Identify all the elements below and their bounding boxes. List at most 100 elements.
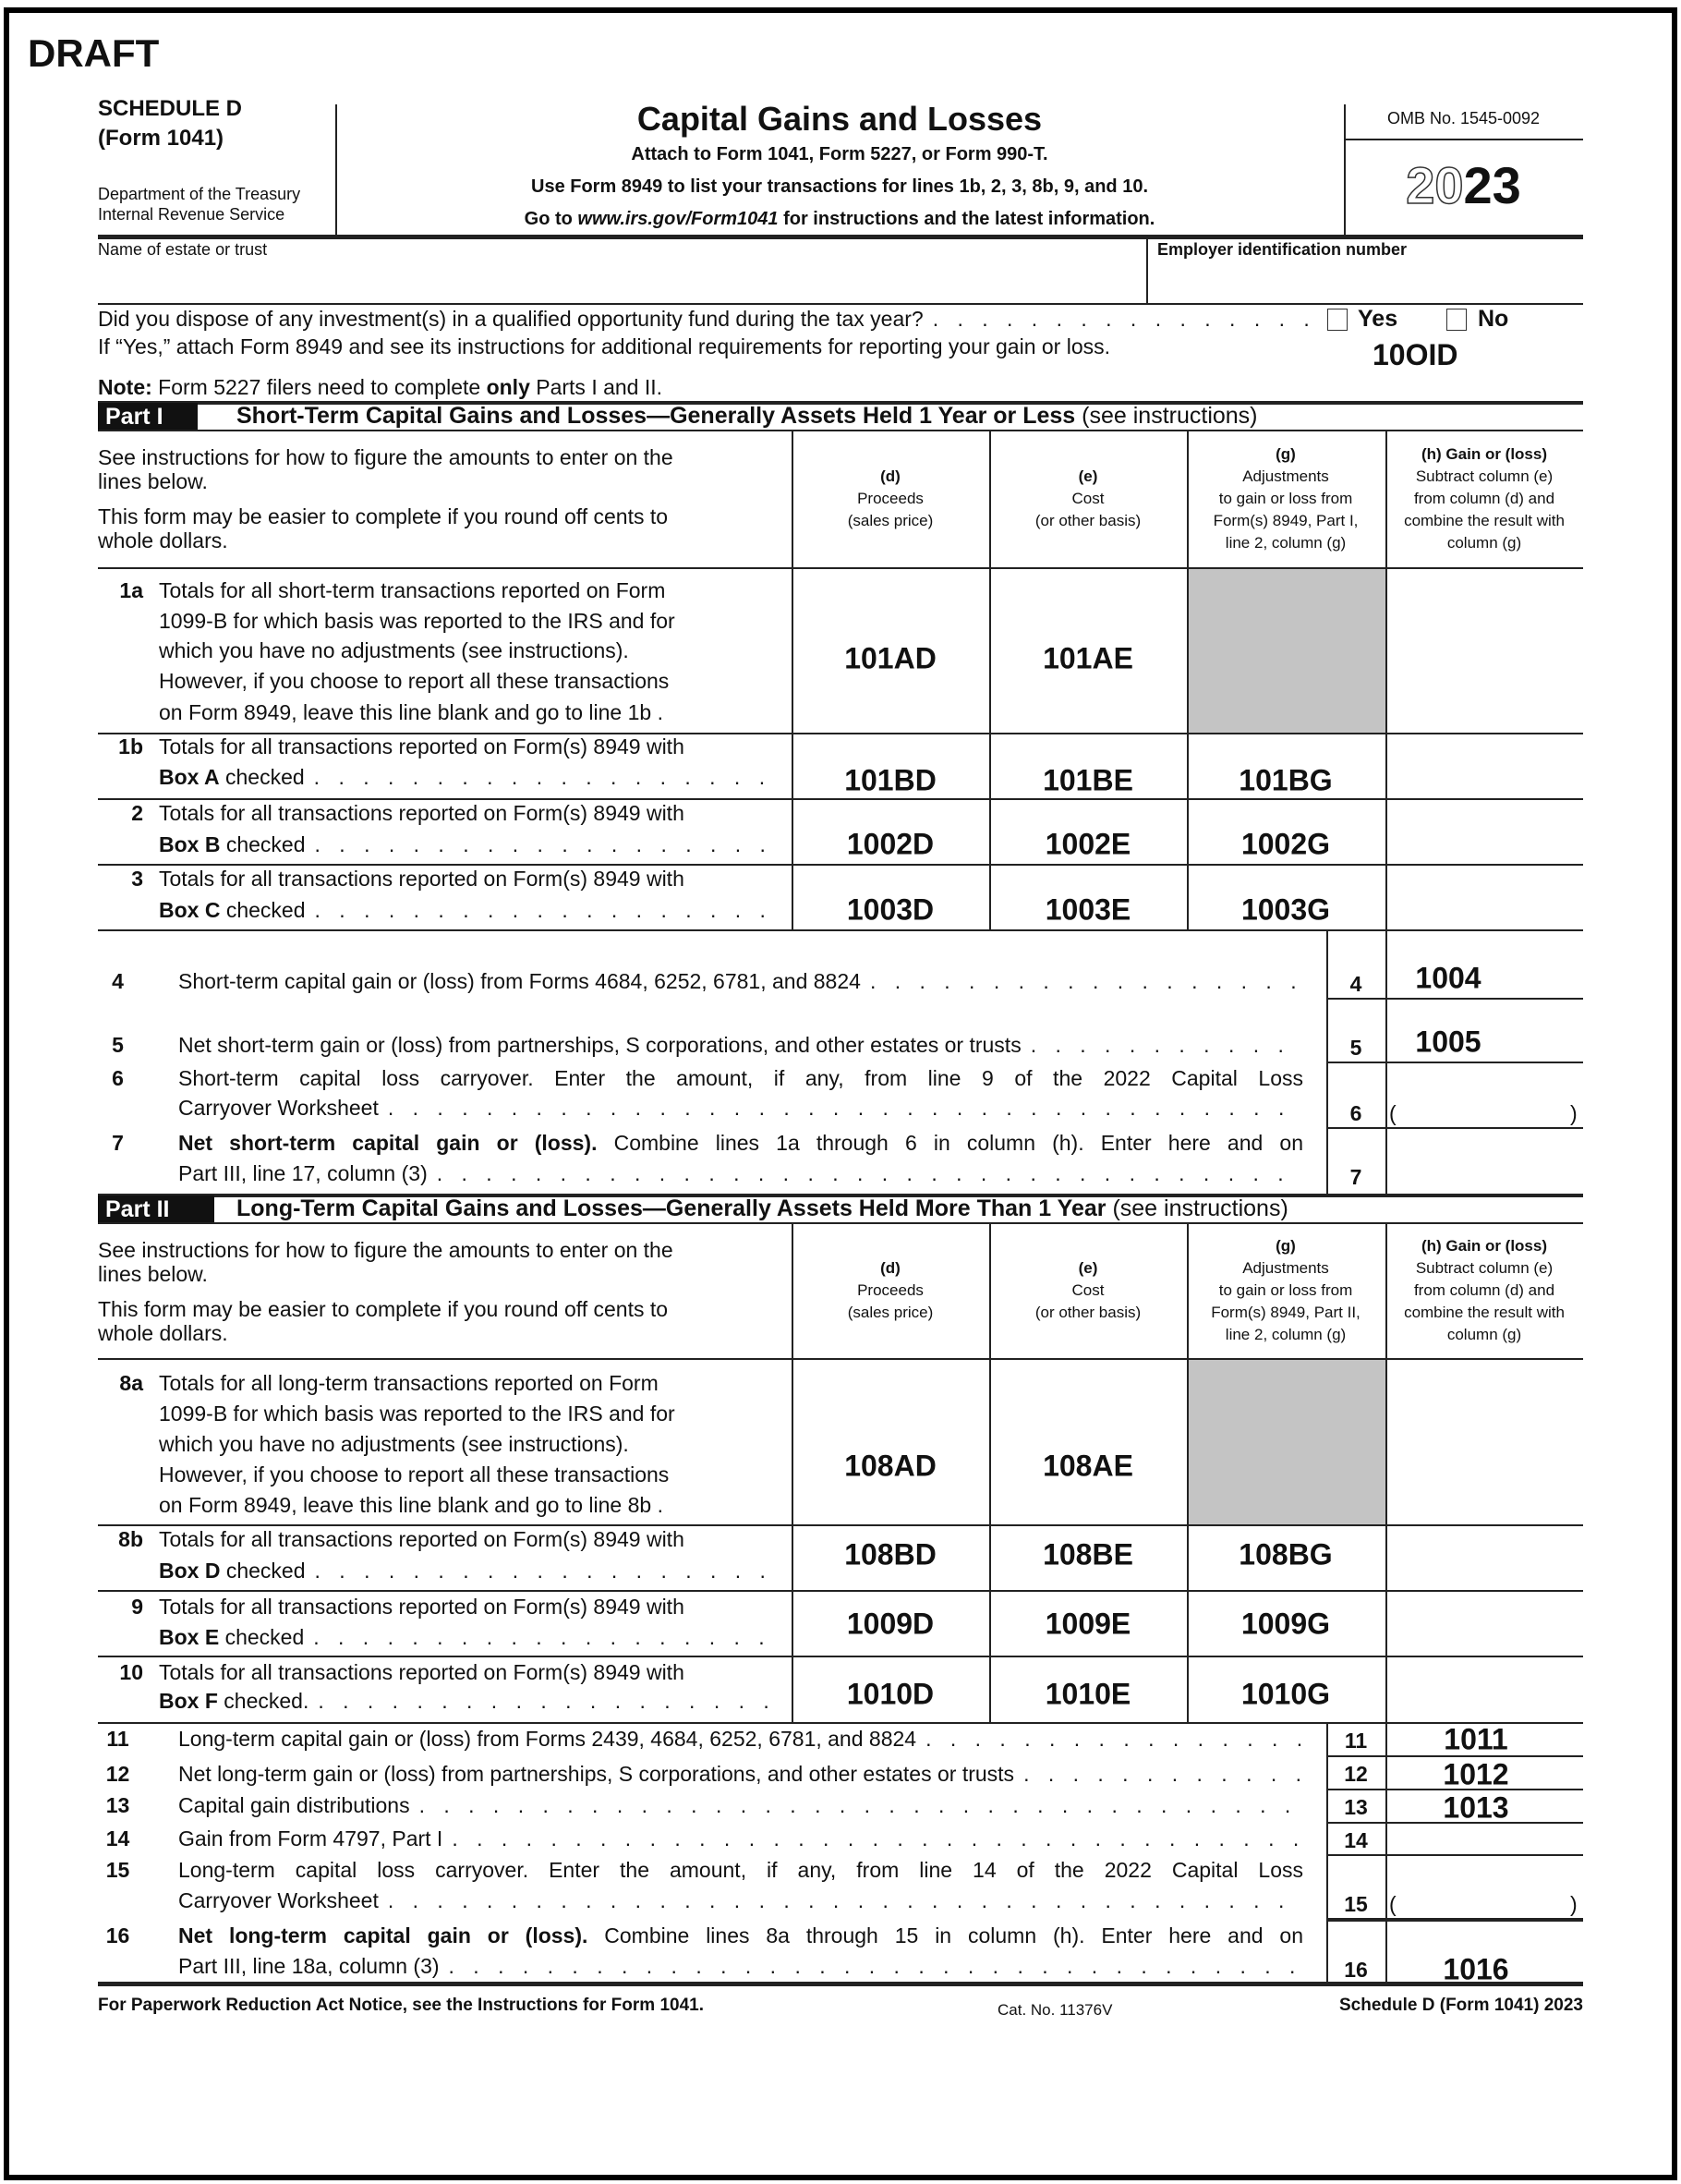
line-text: Box D checked [159,1558,780,1583]
subtitle-form8949: Use Form 8949 to list your transactions … [531,176,1148,197]
amount-h-field[interactable] [1385,864,1583,929]
amount-h-field[interactable] [1385,1524,1583,1590]
line-box-number: 11 [1344,1729,1368,1753]
amount-h-field[interactable] [1385,798,1583,864]
amount-d[interactable]: 1002D [846,827,935,861]
leader-dots [1014,1761,1303,1787]
part1-table-top [98,430,1583,431]
amount-e[interactable]: 1002E [1045,827,1131,861]
line-number: 14 [105,1826,130,1850]
header-divider [335,104,337,237]
amount-h-field[interactable] [1385,1358,1583,1524]
intro-line: whole dollars. [98,528,228,552]
column-desc: Subtract column (e) [1415,467,1554,485]
line-text: Box A checked [159,764,780,790]
amount-e[interactable]: 1009E [1045,1607,1131,1641]
amount-e[interactable]: 1010E [1045,1677,1131,1711]
line-text: However, if you choose to report all the… [159,668,780,694]
amount-column-divider [1385,1722,1387,1984]
leader-dots [306,897,780,923]
amount-d[interactable]: 1009D [846,1607,935,1641]
amount-d[interactable]: 108AD [844,1449,937,1483]
part1-title-text: Short-Term Capital Gains and Losses—Gene… [236,403,1076,429]
amount-d[interactable]: 1003D [846,892,935,927]
shaded-cell [1189,1360,1385,1524]
website-pre: Go to [524,209,578,229]
column-desc: (sales price) [847,511,934,529]
amount-e[interactable]: 1003E [1045,892,1131,927]
line-amount[interactable]: 1016 [1443,1952,1509,1986]
amount-e[interactable]: 101BE [1043,763,1133,797]
yes-checkbox[interactable] [1327,309,1348,331]
amount-g[interactable]: 101BG [1239,763,1333,797]
line-text-content: Short-term capital gain or (loss) from F… [178,968,861,994]
leader-dots [379,1095,1303,1121]
column-desc: line 2, column (g) [1225,1325,1347,1343]
line-box-number: 15 [1344,1892,1368,1916]
line-amount[interactable]: 1012 [1443,1757,1509,1791]
amount-h-field[interactable] [1385,1590,1583,1656]
amount-e[interactable]: 101AE [1043,641,1133,675]
line-amount-field[interactable] [1387,1826,1581,1853]
line-text-content: Gain from Form 4797, Part I [178,1826,442,1851]
line-amount-field[interactable] [1387,1098,1581,1126]
line-amount[interactable]: 1013 [1443,1790,1509,1825]
line-text: Long-term capital gain or (loss) from Fo… [178,1726,1303,1752]
amount-e[interactable]: 108BE [1043,1537,1133,1571]
website-link[interactable]: www.irs.gov/Form1041 [577,209,779,229]
line-text: Totals for all transactions reported on … [159,1594,780,1620]
line-text-regular: Long-term capital loss carryover. Enter … [178,1858,1303,1882]
line-text-regular: Totals for all long-term transactions re… [159,1371,659,1395]
line-text: Totals for all transactions reported on … [159,866,780,892]
line-text-content: Box E checked [159,1624,304,1650]
line-amount[interactable]: 1011 [1444,1722,1508,1756]
line-box-rule [1326,1062,1583,1063]
line-amount-field[interactable] [1387,1162,1581,1190]
amount-e[interactable]: 108AE [1043,1449,1133,1483]
line-text-bold: Net short-term capital gain or (loss). [178,1131,598,1155]
line-text-bold: Box A [159,765,220,789]
line-text-content: Carryover Worksheet [178,1095,379,1121]
amount-h-field[interactable] [1385,733,1583,798]
line-box-rule [1326,998,1583,1000]
line-text-regular: on Form 8949, leave this line blank and … [159,700,663,724]
column-header-e: (e) Cost (or other basis) [989,1257,1187,1324]
line-text-regular: Short-term capital gain or (loss) from F… [178,969,861,993]
amount-h-field[interactable] [1385,567,1583,733]
no-checkbox[interactable] [1446,309,1467,331]
column-divider [989,430,991,929]
line-text-regular: Long-term capital gain or (loss) from Fo… [178,1727,917,1751]
column-desc: combine the result with [1404,511,1565,529]
line-amount[interactable]: 1005 [1415,1025,1481,1059]
line-number: 1b [118,734,143,758]
line-text: Carryover Worksheet [178,1095,1303,1121]
paren-close: ) [1570,1101,1578,1125]
amount-g[interactable]: 1003G [1240,892,1331,927]
amount-d[interactable]: 108BD [844,1537,937,1571]
amount-g[interactable]: 1009G [1240,1607,1331,1641]
column-header-d: (d) Proceeds (sales price) [792,1257,989,1324]
intro-line: This form may be easier to complete if y… [98,504,669,528]
amount-h-field[interactable] [1385,1656,1583,1722]
line-text-regular: Net short-term gain or (loss) from partn… [178,1033,1022,1057]
column-letter: (h) Gain or (loss) [1421,444,1547,463]
leader-dots [440,1953,1303,1979]
column-desc: to gain or loss from [1218,489,1353,507]
line-box-rule [1326,1822,1583,1824]
amount-g[interactable]: 108BG [1239,1537,1333,1571]
line-amount-field[interactable] [1387,1889,1581,1917]
name-field[interactable] [98,264,1136,301]
amount-d[interactable]: 101BD [844,763,937,797]
line-text-content: Box D checked [159,1558,306,1583]
line-amount[interactable]: 1004 [1415,961,1481,995]
ein-field[interactable] [1155,264,1574,301]
line-box-number: 7 [1349,1165,1362,1189]
amount-d[interactable]: 1010D [846,1677,935,1711]
amount-d[interactable]: 101AD [844,641,937,675]
line-text-content: Box B checked [159,831,306,857]
line-text-regular: Totals for all transactions reported on … [159,1595,684,1619]
amount-g[interactable]: 1002G [1240,827,1331,861]
amount-g[interactable]: 1010G [1240,1677,1331,1711]
line-box-number: 12 [1344,1762,1368,1786]
